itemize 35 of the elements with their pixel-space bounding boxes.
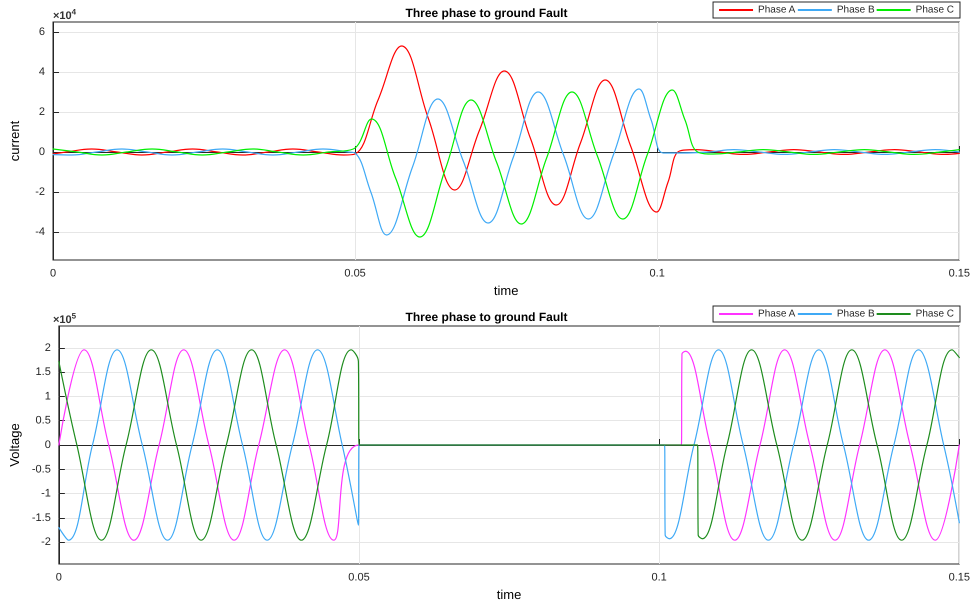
y-tick-label: 6 [38, 26, 45, 38]
x-tick-label: 0.15 [948, 268, 970, 280]
y-tick-label: 2 [44, 342, 51, 354]
y-axis-title: current [7, 120, 22, 162]
line-series [52, 45, 960, 213]
x-tick-label: 0.1 [650, 268, 665, 280]
legend-label: Phase C [916, 4, 954, 16]
y-tick-label: 0.5 [36, 414, 51, 427]
y-tick-label: -0.5 [32, 463, 51, 476]
x-axis-title: time [496, 586, 522, 602]
x-tick-label: 0.1 [652, 572, 667, 584]
x-tick-label: 0.15 [948, 572, 970, 584]
y-tick-label: -2 [35, 186, 45, 198]
y-tick-label: 0 [38, 146, 45, 158]
y-tick-label: 1 [44, 390, 51, 402]
y-tick-label: 1.5 [36, 366, 51, 378]
legend-label: Phase C [916, 308, 954, 320]
y-tick-label: -2 [41, 536, 51, 548]
legend-label: Phase A [758, 4, 796, 16]
x-tick-label: 0 [56, 572, 62, 584]
chart-title: Three phase to ground Fault [405, 6, 568, 20]
y-tick-label: 2 [38, 106, 45, 118]
y-tick-label: -1.5 [32, 512, 51, 524]
legend-label: Phase B [836, 308, 875, 320]
x-axis-title: time [494, 282, 518, 298]
y-tick-label: -1 [41, 488, 51, 500]
legend-label: Phase A [758, 308, 796, 320]
y-tick-label: 4 [38, 66, 45, 78]
x-tick-label: 0.05 [348, 572, 370, 584]
y-axis-title: Voltage [7, 423, 22, 467]
y-tick-label: -4 [35, 226, 45, 238]
y-tick-label: 0 [44, 439, 51, 451]
chart-title: Three phase to ground Fault [405, 310, 568, 324]
x-tick-label: 0.05 [344, 268, 366, 280]
legend-label: Phase B [836, 4, 875, 16]
